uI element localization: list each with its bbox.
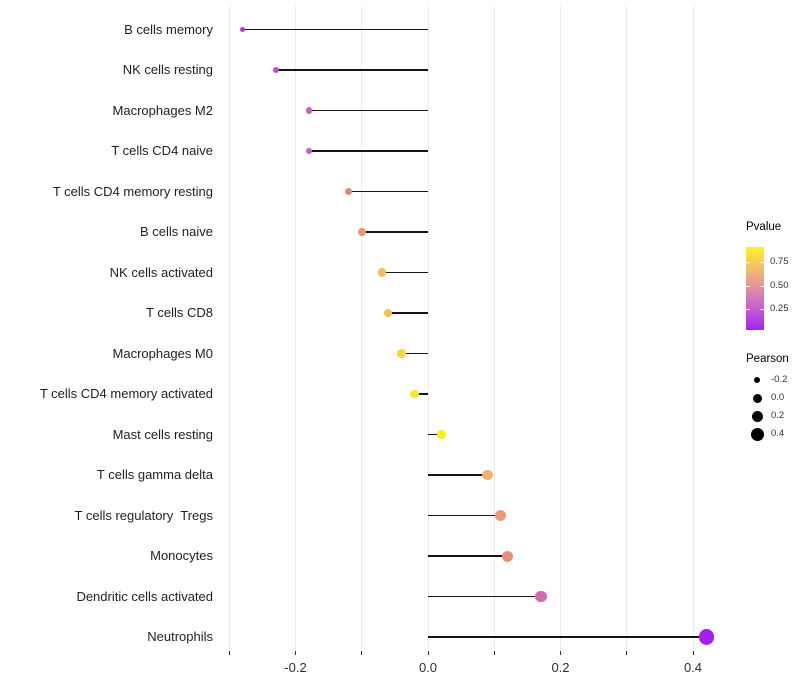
lollipop-stem: [401, 352, 428, 355]
x-tick-label: 0.2: [551, 660, 570, 675]
colorbar-tick: [760, 286, 764, 287]
x-gridline: [626, 6, 628, 651]
legend-pvalue-title: Pvalue: [746, 221, 782, 233]
lollipop-dot: [305, 147, 312, 155]
pearson-legend-label: 0.4: [771, 428, 785, 439]
lollipop-stem: [361, 231, 428, 233]
x-axis-tick: [626, 651, 628, 655]
x-axis-tick: [692, 651, 694, 655]
lollipop-dot: [377, 268, 386, 277]
x-tick-label: 0.4: [683, 660, 703, 675]
lollipop-dot: [698, 629, 714, 645]
lollipop-stem: [428, 474, 488, 476]
x-tick-label: -0.2: [284, 660, 307, 675]
y-axis-label: T cells CD4 naive: [111, 143, 213, 158]
y-axis-label: Macrophages M0: [112, 345, 213, 361]
colorbar-tick: [746, 286, 750, 287]
colorbar-tick-label: 0.50: [770, 280, 789, 291]
lollipop-dot: [482, 469, 493, 481]
y-axis-label: Dendritic cells activated: [76, 588, 213, 604]
pearson-legend-dot: [753, 376, 761, 384]
lollipop-stem: [388, 312, 428, 314]
y-axis-label: B cells memory: [124, 21, 213, 37]
lollipop-stem: [242, 28, 428, 31]
colorbar-tick-label: 0.25: [770, 303, 789, 314]
colorbar-tick: [746, 309, 750, 310]
lollipop-stem: [348, 190, 428, 193]
x-axis-tick: [427, 651, 429, 655]
pearson-legend-dot: [752, 393, 762, 403]
x-axis-tick: [228, 651, 230, 655]
pearson-legend-dot: [751, 410, 763, 422]
y-axis-label: Neutrophils: [147, 629, 213, 644]
lollipop-stem: [275, 69, 428, 71]
lollipop-stem: [414, 393, 428, 395]
lollipop-dot: [305, 107, 312, 114]
lollipop-stem: [428, 555, 508, 557]
colorbar-tick-label: 0.75: [770, 256, 789, 267]
lollipop-dot: [240, 27, 245, 32]
pearson-legend-label: 0.2: [771, 410, 785, 421]
y-axis-label: T cells gamma delta: [96, 467, 213, 482]
x-axis-tick: [295, 651, 296, 655]
x-gridline: [361, 6, 363, 651]
y-axis-label: T cells CD4 memory activated: [39, 386, 213, 401]
lollipop-stem: [308, 150, 428, 152]
y-axis-label: B cells naive: [140, 224, 213, 239]
y-axis-label: T cells CD4 memory resting: [52, 183, 213, 199]
y-axis-label: NK cells resting: [122, 62, 213, 77]
lollipop-dot: [384, 308, 393, 318]
lollipop-dot: [410, 389, 420, 399]
pvalue-colorbar: [746, 247, 764, 330]
x-gridline: [692, 6, 694, 651]
pearson-legend-dot: [750, 427, 764, 441]
colorbar-tick: [760, 262, 764, 263]
pearson-legend-label: 0.0: [771, 392, 785, 403]
x-gridline: [295, 6, 296, 651]
y-axis-label: Monocytes: [150, 548, 213, 563]
x-gridline: [427, 6, 429, 651]
lollipop-stem: [428, 514, 501, 517]
lollipop-stem: [428, 636, 707, 638]
lollipop-dot: [436, 429, 446, 440]
lollipop-stem: [428, 595, 541, 598]
y-axis-label: Mast cells resting: [112, 426, 213, 442]
x-axis-tick: [361, 651, 363, 655]
lollipop-stem: [308, 109, 428, 112]
x-axis-tick: [560, 651, 561, 655]
y-axis-label: Macrophages M2: [112, 102, 213, 118]
colorbar-tick: [746, 262, 750, 263]
y-axis-label: T cells CD8: [146, 305, 213, 320]
lollipop-dot: [344, 187, 353, 196]
lollipop-dot: [397, 349, 406, 358]
lollipop-dot: [357, 228, 366, 236]
colorbar-tick: [760, 309, 764, 310]
pearson-legend-label: -0.2: [771, 374, 788, 385]
lollipop-stem: [428, 433, 442, 436]
lollipop-dot: [534, 590, 547, 603]
x-tick-label: 0.0: [418, 660, 438, 675]
x-gridline: [493, 6, 495, 651]
x-gridline: [228, 6, 230, 651]
lollipop-stem: [381, 271, 428, 274]
lollipop-dot: [495, 510, 507, 521]
x-gridline: [560, 6, 561, 651]
lollipop-dot: [272, 67, 279, 73]
y-axis-label: T cells regulatory Tregs: [74, 507, 213, 523]
x-axis-tick: [493, 651, 495, 655]
y-axis-label: NK cells activated: [109, 264, 213, 280]
legend-pearson-title: Pearson: [746, 353, 789, 365]
lollipop-dot: [502, 550, 513, 562]
